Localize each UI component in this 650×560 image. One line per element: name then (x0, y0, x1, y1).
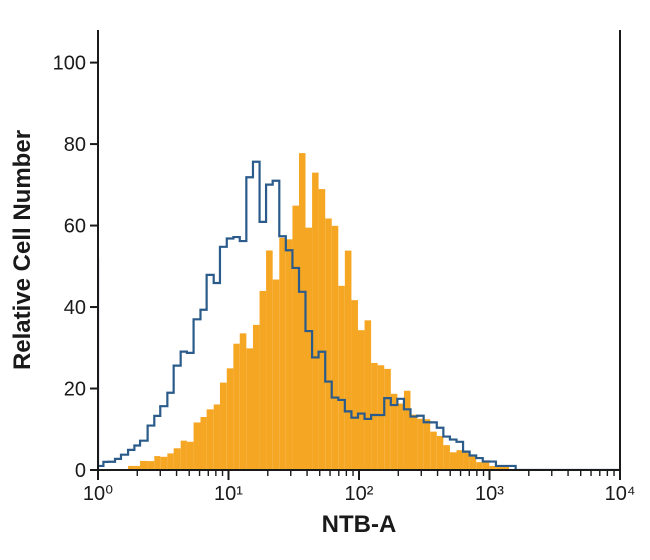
y-tick-label: 0 (75, 460, 86, 482)
y-tick-label: 80 (64, 134, 86, 156)
x-axis-label: NTB-A (322, 511, 397, 538)
y-tick-label: 60 (64, 216, 86, 238)
x-tick-label: 10⁴ (605, 483, 636, 505)
y-axis-label: Relative Cell Number (9, 130, 36, 370)
chart-svg: 0 20 40 60 80 100 10⁰ 10¹ 10² 10³ 10⁴ Relative Cell… (0, 0, 650, 560)
flow-cytometry-histogram: 0 20 40 60 80 100 10⁰ 10¹ 10² 10³ 10⁴ Relative Cell… (0, 0, 650, 560)
y-tick-label: 100 (53, 53, 86, 75)
y-tick-label: 40 (64, 297, 86, 319)
x-tick-label: 10⁰ (83, 483, 113, 505)
x-tick-label: 10¹ (214, 483, 243, 505)
x-tick-label: 10² (345, 483, 374, 505)
x-tick-label: 10³ (475, 483, 504, 505)
y-tick-label: 20 (64, 379, 86, 401)
